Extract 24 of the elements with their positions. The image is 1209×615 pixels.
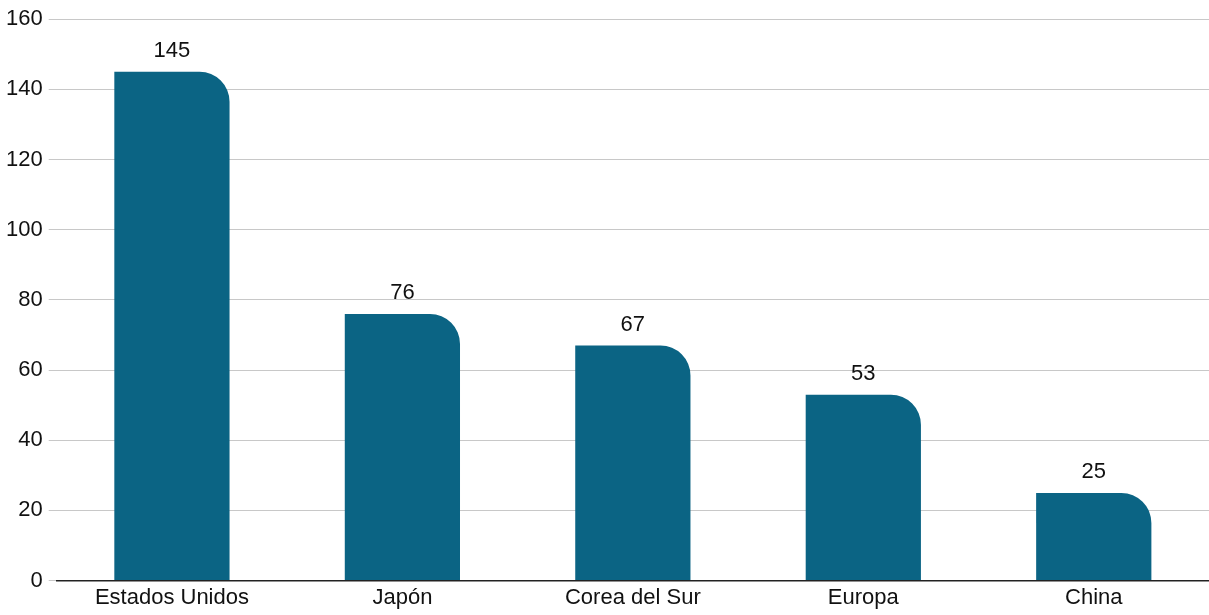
y-tick-label: 80 [18, 285, 43, 311]
bar [805, 394, 921, 581]
x-tick-label: China [1065, 583, 1124, 609]
y-tick-label: 0 [30, 566, 43, 592]
y-tick-label: 40 [18, 426, 43, 452]
data-label: 53 [851, 359, 876, 385]
y-tick-label: 120 [5, 145, 43, 171]
y-tick-label: 140 [5, 75, 43, 101]
y-tick-label: 160 [5, 5, 43, 31]
x-tick-label: Estados Unidos [94, 583, 249, 609]
data-label: 25 [1081, 457, 1107, 483]
data-label: 76 [390, 279, 415, 304]
data-label: 67 [620, 310, 646, 336]
bar [575, 345, 691, 581]
bar [114, 71, 230, 581]
x-tick-label: Europa [827, 583, 900, 609]
y-tick-label: 60 [18, 356, 43, 382]
x-tick-label: Japón [372, 583, 433, 609]
y-tick-label: 20 [18, 496, 43, 522]
bar [1036, 492, 1152, 581]
bar [344, 313, 461, 581]
x-tick-label: Corea del Sur [564, 583, 701, 609]
data-label: 145 [153, 36, 191, 62]
y-tick-label: 100 [5, 215, 43, 241]
